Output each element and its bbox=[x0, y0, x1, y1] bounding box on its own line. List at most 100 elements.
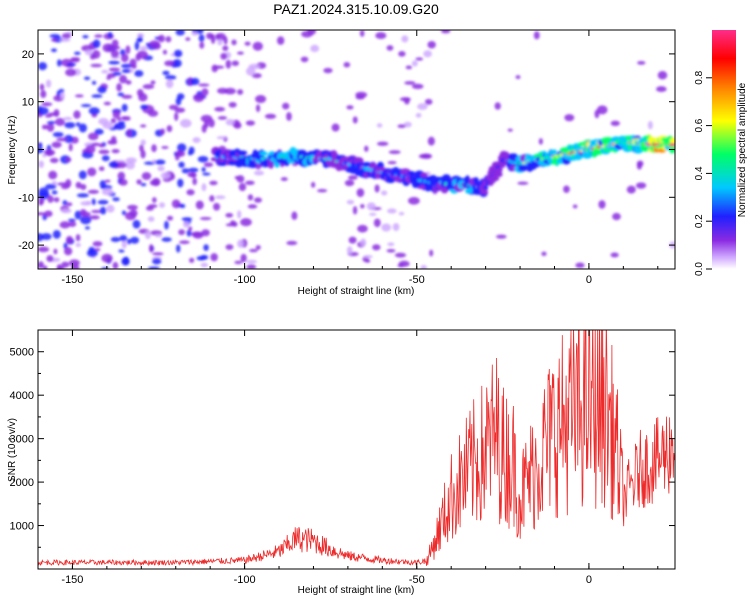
noise-cell bbox=[157, 165, 165, 172]
y-tick-label: 3000 bbox=[10, 434, 34, 446]
noise-cell bbox=[344, 179, 355, 187]
noise-cell bbox=[237, 210, 242, 219]
noise-cell bbox=[215, 33, 221, 39]
noise-cell bbox=[126, 238, 132, 245]
x-tick-label: -50 bbox=[409, 574, 425, 586]
ridge-halo bbox=[259, 151, 268, 156]
noise-cell bbox=[91, 198, 96, 206]
noise-cell bbox=[427, 136, 435, 146]
noise-cell bbox=[201, 183, 207, 192]
y-tick-label: 4000 bbox=[10, 390, 34, 402]
noise-cell bbox=[216, 136, 227, 140]
noise-cell bbox=[99, 180, 107, 188]
noise-cell bbox=[80, 201, 92, 206]
noise-cell bbox=[647, 120, 653, 130]
noise-cell bbox=[129, 58, 137, 67]
noise-cell bbox=[144, 230, 152, 240]
noise-cell bbox=[280, 177, 288, 182]
colorbar-tick-label: 0.0 bbox=[694, 262, 705, 276]
noise-cell bbox=[394, 252, 407, 258]
noise-cell bbox=[64, 121, 76, 129]
x-tick-label: 0 bbox=[586, 274, 592, 286]
ridge-halo bbox=[551, 149, 557, 156]
noise-cell bbox=[355, 94, 365, 100]
noise-cell bbox=[75, 242, 81, 248]
noise-cell bbox=[175, 244, 181, 253]
noise-cell bbox=[360, 238, 367, 247]
noise-cell bbox=[68, 221, 77, 227]
noise-cell bbox=[73, 110, 81, 119]
noise-cell bbox=[45, 79, 52, 88]
noise-cell bbox=[112, 71, 122, 76]
noise-cell bbox=[125, 45, 131, 54]
noise-cell bbox=[369, 212, 377, 216]
noise-cell bbox=[575, 262, 585, 269]
noise-cell bbox=[91, 80, 97, 85]
noise-cell bbox=[598, 200, 606, 209]
noise-cell bbox=[441, 30, 451, 34]
noise-cell bbox=[610, 120, 620, 127]
noise-cell bbox=[108, 60, 120, 65]
noise-cell bbox=[150, 80, 156, 85]
noise-cell bbox=[201, 229, 210, 237]
noise-cell bbox=[41, 233, 52, 241]
noise-cell bbox=[564, 114, 575, 122]
noise-cell bbox=[311, 181, 316, 188]
noise-cell bbox=[148, 204, 158, 208]
noise-cell bbox=[190, 77, 200, 86]
noise-cell bbox=[420, 264, 428, 269]
noise-cell bbox=[563, 185, 570, 193]
ridge-halo bbox=[362, 161, 371, 167]
noise-cell bbox=[126, 128, 132, 138]
noise-cell bbox=[179, 240, 190, 245]
x-tick-label: -150 bbox=[61, 574, 83, 586]
y-tick-label: 1000 bbox=[10, 521, 34, 533]
noise-cell bbox=[75, 181, 82, 189]
noise-cell bbox=[53, 248, 58, 255]
noise-cell bbox=[97, 86, 107, 94]
noise-cell bbox=[112, 197, 120, 202]
noise-cell bbox=[160, 128, 166, 135]
noise-cell bbox=[188, 226, 193, 231]
noise-cell bbox=[192, 137, 201, 143]
noise-cell bbox=[65, 68, 77, 77]
noise-cell bbox=[61, 33, 72, 39]
noise-cell bbox=[101, 253, 113, 263]
noise-cell bbox=[78, 170, 87, 180]
noise-cell bbox=[246, 264, 257, 269]
noise-cell bbox=[162, 49, 168, 55]
noise-cell bbox=[38, 142, 43, 150]
noise-cell bbox=[91, 142, 101, 147]
noise-cell bbox=[202, 172, 211, 176]
noise-cell bbox=[398, 260, 410, 267]
noise-cell bbox=[317, 188, 328, 193]
noise-cell bbox=[346, 199, 355, 205]
noise-cell bbox=[237, 239, 244, 248]
snr-panel: -150 -100 -50 0 1000 2000 3000 4000 5000 Height… bbox=[7, 329, 676, 596]
colorbar-tick-label: 0.2 bbox=[694, 214, 705, 228]
noise-cell bbox=[364, 259, 371, 263]
noise-cell bbox=[301, 30, 313, 38]
noise-cell bbox=[80, 104, 92, 108]
noise-cell bbox=[201, 88, 209, 96]
noise-cell bbox=[507, 128, 513, 132]
noise-cell bbox=[188, 167, 199, 173]
noise-cell bbox=[48, 170, 58, 180]
noise-cell bbox=[56, 59, 62, 67]
noise-cell bbox=[248, 63, 261, 70]
noise-cell bbox=[56, 137, 68, 142]
noise-cell bbox=[76, 193, 89, 198]
y-tick-label: -20 bbox=[18, 240, 34, 252]
noise-cell bbox=[225, 119, 235, 126]
noise-cell bbox=[92, 39, 101, 49]
noise-cell bbox=[159, 202, 166, 209]
noise-cell bbox=[594, 109, 600, 119]
noise-cell bbox=[99, 206, 107, 215]
noise-cell bbox=[405, 65, 413, 70]
noise-cell bbox=[225, 59, 232, 69]
ridge-halo bbox=[581, 152, 593, 159]
x-tick-label: -150 bbox=[61, 274, 83, 286]
noise-cell bbox=[120, 53, 129, 63]
noise-cell bbox=[366, 202, 376, 211]
noise-cell bbox=[111, 39, 119, 48]
